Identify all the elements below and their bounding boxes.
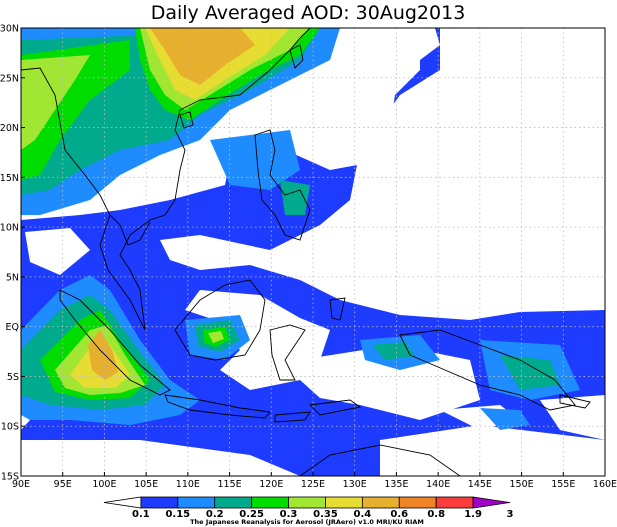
colorbar-tick-label: 0.15 (165, 509, 190, 520)
colorbar-swatch (435, 496, 474, 509)
longitude-tick-label: 90E (12, 479, 30, 490)
coast-sulawesi (269, 324, 306, 381)
coast-sumatra (59, 289, 171, 396)
longitude-tick-label: 95E (54, 479, 72, 490)
colorbar-swatch (472, 496, 511, 509)
longitude-tick-label: 140E (426, 479, 450, 490)
coast-australia (299, 444, 461, 476)
latitude-tick-label: 25N (0, 73, 19, 84)
colorbar-tick-label: 1.9 (464, 509, 482, 520)
longitude-tick-label: 115E (218, 479, 242, 490)
latitude-tick-label: 5S (7, 372, 19, 383)
coast-gulf-of-thailand (109, 214, 151, 246)
lat-lon-gridlines (21, 28, 605, 476)
colorbar-tick-label: 0.35 (313, 509, 338, 520)
longitude-tick-label: 130E (343, 479, 367, 490)
longitude-tick-label: 150E (510, 479, 534, 490)
latitude-tick-label: 5N (6, 272, 19, 283)
latitude-tick-label: 30N (0, 24, 19, 35)
colorbar-tick-label: 0.4 (354, 509, 372, 520)
longitude-tick-label: 145E (468, 479, 492, 490)
longitude-tick-label: 155E (551, 479, 575, 490)
longitude-axis: 90E 95E 100E 105E 110E 115E 120E 125E 130E 135E 14… (12, 472, 617, 490)
colorbar-tick-label: 0.3 (280, 509, 298, 520)
longitude-tick-label: 125E (301, 479, 325, 490)
colorbar-swatch (398, 496, 437, 509)
colorbar-swatch (140, 496, 179, 509)
colorbar-swatch (177, 496, 216, 509)
coast-taiwan (289, 44, 304, 69)
longitude-tick-label: 100E (92, 479, 116, 490)
sumatra-plume (21, 275, 200, 425)
colorbar-tick-label: 0.8 (427, 509, 445, 520)
coast-borneo (174, 279, 266, 361)
longitude-tick-label: 110E (176, 479, 200, 490)
coast-philippines (254, 129, 311, 241)
colorbar-tick-label: 3 (507, 509, 514, 520)
latitude-axis: 15S 10S 5S EQ 5N 10N 15N 20N 25N 30N (0, 24, 25, 483)
colorbar-swatch (361, 496, 400, 509)
colorbar-swatch (288, 496, 326, 509)
borneo-plume (185, 315, 250, 360)
colorbar-swatch (103, 496, 142, 509)
coast-new-guinea (399, 329, 576, 411)
latitude-tick-label: 15N (0, 173, 19, 184)
coast-lesser-sunda (274, 411, 311, 423)
clean-air-regions (21, 28, 605, 476)
latitude-tick-label: EQ (6, 322, 19, 333)
colorbar-swatch (325, 496, 363, 509)
colorbar-tick-label: 0.2 (206, 509, 224, 520)
coast-solomon (559, 394, 591, 409)
longitude-tick-label: 105E (134, 479, 158, 490)
longitude-tick-label: 160E (593, 479, 617, 490)
map-title: Daily Averaged AOD: 30Aug2013 (151, 2, 466, 24)
longitude-tick-label: 135E (384, 479, 408, 490)
colorbar-tick-label: 0.25 (239, 509, 264, 520)
latitude-tick-label: 10S (1, 422, 19, 433)
colorbar-tick-label: 0.1 (132, 509, 150, 520)
credit-line: The Japanese Reanalysis for Aerosol (JRA… (190, 518, 424, 526)
latitude-tick-label: 15S (1, 472, 19, 483)
coast-timor (309, 399, 362, 416)
latitude-tick-label: 20N (0, 123, 19, 134)
coastlines (21, 28, 591, 476)
coast-java (164, 394, 271, 419)
new-guinea-plume (360, 335, 580, 430)
aod-colorbar: 0.1 0.15 0.2 0.25 0.3 0.35 0.4 0.6 0.8 1.9 3 (103, 496, 514, 520)
colorbar-tick-label: 0.6 (390, 509, 408, 520)
south-china-plume (135, 28, 320, 120)
colorbar-swatch (214, 496, 253, 509)
coast-hainan (179, 111, 194, 129)
latitude-tick-label: 10N (0, 223, 19, 234)
coast-mainland-asia (21, 28, 311, 331)
coast-halmahera (329, 297, 346, 321)
longitude-tick-label: 120E (259, 479, 283, 490)
map-plot-area (21, 28, 605, 476)
colorbar-swatch (251, 496, 289, 509)
